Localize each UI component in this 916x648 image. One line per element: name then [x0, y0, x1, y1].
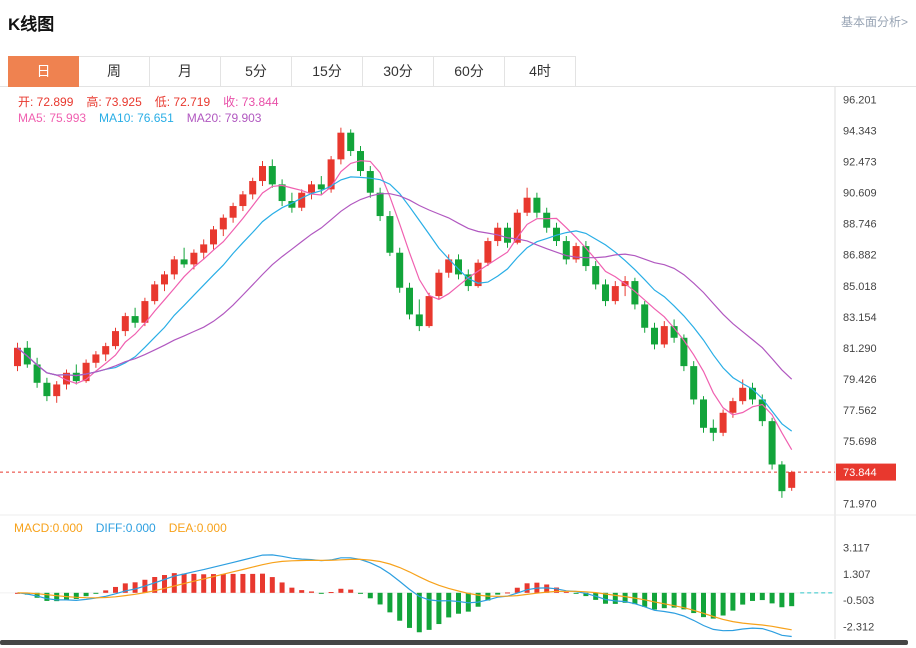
kline-chart[interactable]: 96.201 94.343 92.473 90.609 88.746 86.882 85.0…	[0, 87, 916, 648]
current-price-tag: 73.844	[836, 463, 896, 481]
svg-text:96.201: 96.201	[843, 94, 877, 106]
tab-15min[interactable]: 15分	[292, 56, 363, 87]
ma10-line	[17, 176, 793, 432]
chart-frame	[0, 87, 916, 639]
tab-30min[interactable]: 30分	[363, 56, 434, 87]
svg-text:73.844: 73.844	[843, 467, 877, 479]
price-axis: 96.201 94.343 92.473 90.609 88.746 86.882 85.0…	[843, 94, 877, 510]
macd-axis: 3.117 1.307 -0.503 -2.312	[843, 542, 874, 633]
diff-line	[17, 554, 792, 638]
tab-day[interactable]: 日	[8, 56, 79, 87]
svg-text:81.290: 81.290	[843, 343, 877, 355]
tab-bar: 日周月 5分 15分 30分 60分 4时	[0, 56, 916, 87]
bottom-scrollbar	[0, 640, 908, 645]
svg-text:79.426: 79.426	[843, 374, 877, 386]
svg-text:-0.503: -0.503	[843, 595, 874, 607]
svg-text:-2.312: -2.312	[843, 621, 874, 633]
svg-text:85.018: 85.018	[843, 281, 877, 293]
svg-text:77.562: 77.562	[843, 405, 877, 417]
svg-text:71.970: 71.970	[843, 498, 877, 510]
page-title: K线图	[8, 15, 55, 34]
svg-text:86.882: 86.882	[843, 250, 877, 262]
header: K线图 基本面分析>	[0, 0, 916, 56]
macd-histogram	[15, 573, 795, 633]
svg-text:92.473: 92.473	[843, 156, 877, 168]
svg-text:90.609: 90.609	[843, 188, 877, 200]
tab-week[interactable]: 周	[79, 56, 150, 87]
svg-text:94.343: 94.343	[843, 125, 877, 137]
svg-text:88.746: 88.746	[843, 219, 877, 231]
svg-text:3.117: 3.117	[843, 542, 870, 554]
tab-4hour[interactable]: 4时	[505, 56, 576, 87]
tab-5min[interactable]: 5分	[221, 56, 292, 87]
dea-line	[17, 558, 792, 631]
svg-text:75.698: 75.698	[843, 436, 877, 448]
ma5-line	[17, 160, 793, 451]
tab-month[interactable]: 月	[150, 56, 221, 87]
fundamental-analysis-link[interactable]: 基本面分析>	[840, 15, 908, 29]
candles	[14, 127, 796, 498]
svg-text:83.154: 83.154	[843, 312, 877, 324]
ma20-line	[17, 193, 793, 380]
svg-text:1.307: 1.307	[843, 569, 871, 581]
chart-area: 96.201 94.343 92.473 90.609 88.746 86.882 85.0…	[0, 87, 916, 648]
tab-60min[interactable]: 60分	[434, 56, 505, 87]
